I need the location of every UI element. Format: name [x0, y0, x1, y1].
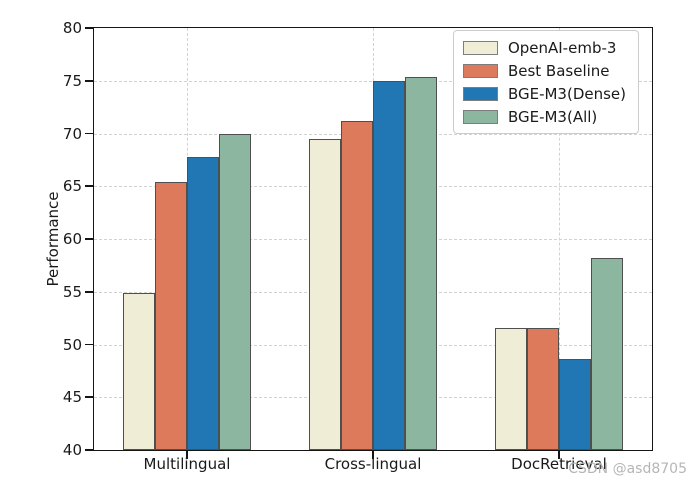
x-tick-mark-1 — [372, 450, 374, 459]
y-tick-label-75: 75 — [62, 71, 82, 90]
y-tick-label-65: 65 — [62, 177, 82, 196]
bar-OpenAI-emb-3-Multilingual — [123, 292, 155, 450]
bar-Best Baseline-Multilingual — [155, 182, 187, 450]
legend-swatch-1 — [462, 63, 498, 78]
legend: OpenAI-emb-3 Best Baseline BGE-M3(Dense) BG… — [452, 30, 639, 134]
y-tick-mark-55 — [85, 290, 94, 293]
legend-swatch-3 — [462, 109, 498, 124]
watermark: CSDN @asd8705 — [568, 461, 687, 477]
bar-BGE-M3(All)-Cross-lingual — [405, 76, 437, 450]
y-tick-mark-40 — [85, 449, 94, 451]
y-tick-label-80: 80 — [62, 19, 82, 37]
bar-BGE-M3(All)-DocRetrieval — [591, 257, 623, 450]
bar-OpenAI-emb-3-Cross-lingual — [309, 138, 341, 450]
x-tick-mark-2 — [558, 450, 560, 459]
x-tick-label-1: Cross-lingual — [324, 455, 422, 473]
bar-BGE-M3(Dense)-DocRetrieval — [559, 359, 591, 450]
y-tick-label-60: 60 — [62, 230, 82, 248]
y-tick-mark-75 — [85, 79, 94, 82]
bar-Best Baseline-DocRetrieval — [527, 327, 559, 450]
x-tick-label-2: DocRetrieval — [511, 455, 607, 473]
y-tick-mark-65 — [85, 185, 94, 188]
legend-item-3: BGE-M3(All) — [462, 107, 626, 126]
x-tick-mark-0 — [186, 450, 188, 459]
bar-OpenAI-emb-3-DocRetrieval — [495, 327, 527, 450]
y-tick-mark-70 — [85, 132, 94, 135]
gridline-x-2 — [559, 28, 560, 450]
y-tick-label-70: 70 — [62, 124, 82, 143]
legend-label-2: BGE-M3(Dense) — [507, 84, 626, 103]
bar-BGE-M3(All)-Multilingual — [219, 133, 251, 450]
legend-label-1: Best Baseline — [507, 61, 610, 80]
legend-item-0: OpenAI-emb-3 — [462, 38, 626, 57]
legend-item-2: BGE-M3(Dense) — [462, 84, 626, 103]
bar-BGE-M3(Dense)-Cross-lingual — [373, 80, 405, 450]
y-tick-label-45: 45 — [62, 388, 82, 407]
legend-swatch-2 — [462, 86, 498, 101]
y-tick-label-50: 50 — [62, 335, 82, 354]
y-tick-label-40: 40 — [62, 441, 82, 459]
legend-item-1: Best Baseline — [462, 61, 626, 80]
legend-swatch-0 — [462, 40, 498, 55]
legend-label-3: BGE-M3(All) — [507, 107, 598, 126]
x-tick-label-0: Multilingual — [143, 455, 231, 473]
plot-area: OpenAI-emb-3 Best Baseline BGE-M3(Dense) BG… — [93, 27, 653, 451]
bar-Best Baseline-Cross-lingual — [341, 120, 373, 450]
y-tick-mark-80 — [85, 27, 94, 29]
y-tick-mark-60 — [85, 238, 94, 240]
bar-BGE-M3(Dense)-Multilingual — [187, 156, 219, 450]
legend-label-0: OpenAI-emb-3 — [507, 38, 617, 57]
y-tick-mark-50 — [85, 343, 94, 346]
y-tick-mark-45 — [85, 396, 94, 399]
y-tick-label-55: 55 — [62, 282, 82, 301]
